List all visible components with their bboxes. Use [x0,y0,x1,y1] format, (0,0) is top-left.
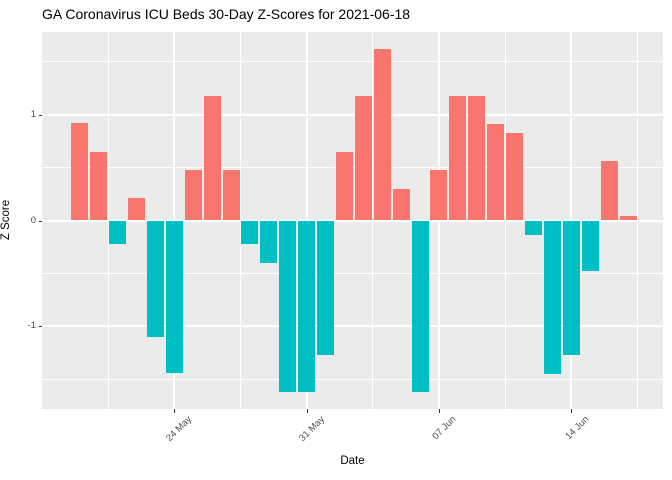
bar [203,95,221,221]
bar [562,220,580,355]
bar [298,220,316,393]
bar [184,169,202,221]
x-tick-label: 31 May [296,414,327,444]
x-tick-label: 14 Jun [563,414,592,442]
bar [506,132,524,221]
y-tick-label: 1 [30,108,36,120]
bar [90,151,108,221]
y-tick-mark [39,114,42,116]
x-tick-mark [174,409,176,413]
bar [373,48,391,221]
bar [430,169,448,221]
gridline-minor-v [504,32,506,409]
bar [279,220,297,393]
bar [241,220,259,244]
gridline-minor-h [42,378,663,380]
bar [260,220,278,263]
x-tick-mark [438,409,440,413]
bar [487,124,505,221]
bar [525,220,543,236]
chart-title: GA Coronavirus ICU Beds 30-Day Z-Scores … [42,6,411,22]
gridline-minor-v [372,32,374,409]
bar [411,220,429,393]
y-axis-title: Z Score [0,199,12,241]
x-tick-mark [571,409,573,413]
y-tick-mark [39,220,42,222]
bar [449,95,467,221]
bar [619,216,637,221]
plot-area [42,32,663,409]
bar [128,198,145,221]
gridline-major-h [42,113,663,116]
gridline-minor-h [42,272,663,274]
gridline-minor-h [42,61,663,63]
bar [222,169,240,221]
gridline-minor-v [107,32,109,409]
bar [600,161,618,221]
gridline-major-v [437,32,440,409]
bar [468,95,486,221]
bar [392,188,410,221]
x-axis-title: Date [340,455,365,467]
bar [146,220,164,337]
y-tick-label: 0 [30,214,36,226]
x-tick-label: 07 Jun [430,414,459,442]
gridline-minor-v [636,32,638,409]
bar [317,220,335,355]
bar [543,220,561,375]
gridline-minor-v [239,32,241,409]
bar [335,151,353,221]
bar [109,220,127,244]
bar [354,95,372,221]
y-tick-mark [39,326,42,328]
x-tick-label: 24 May [164,414,195,444]
bar [165,220,183,373]
x-tick-mark [306,409,308,413]
y-tick-label: -1 [27,320,36,332]
gridline-major-h [42,219,663,222]
bar [581,220,599,272]
gridline-major-h [42,325,663,328]
bar [71,123,89,221]
